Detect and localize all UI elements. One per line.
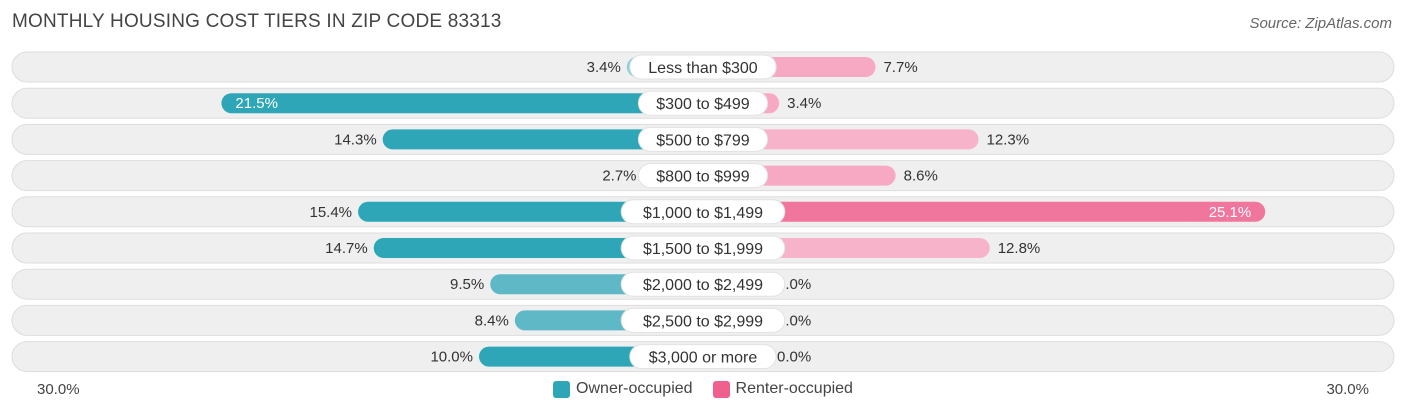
legend: Owner-occupied Renter-occupied <box>0 380 1406 398</box>
category-pill <box>620 307 786 333</box>
owner-bar <box>221 93 713 114</box>
owner-value-label: 14.3% <box>334 131 377 148</box>
category-pill <box>637 126 769 152</box>
renter-value-label: 8.6% <box>904 168 938 185</box>
renter-value-label: 7.7% <box>883 59 917 76</box>
renter-value-label: 12.3% <box>987 131 1030 148</box>
renter-value-label: 3.4% <box>787 95 821 112</box>
owner-value-label: 14.7% <box>325 240 368 257</box>
category-label: $300 to $499 <box>656 96 750 113</box>
category-label: $3,000 or more <box>649 350 758 367</box>
category-label: $800 to $999 <box>656 169 750 186</box>
legend-owner: Owner-occupied <box>553 380 693 398</box>
category-pill <box>629 54 777 80</box>
owner-value-label: 9.5% <box>450 276 484 293</box>
chart-title: MONTHLY HOUSING COST TIERS IN ZIP CODE 8… <box>12 11 502 32</box>
renter-value-label: 0.0% <box>777 349 811 366</box>
category-label: $2,500 to $2,999 <box>643 313 763 330</box>
legend-renter: Renter-occupied <box>712 380 853 398</box>
category-pill <box>629 344 777 370</box>
renter-bar <box>693 201 1266 222</box>
owner-value-label: 21.5% <box>235 95 278 112</box>
renter-value-label: 12.8% <box>998 240 1041 257</box>
owner-value-label: 3.4% <box>587 59 621 76</box>
category-pill <box>620 235 786 261</box>
category-label: $2,000 to $2,499 <box>643 277 763 294</box>
owner-bar <box>382 129 713 150</box>
chart-source: Source: ZipAtlas.com <box>1249 15 1392 32</box>
axis-left-label: 30.0% <box>37 381 80 398</box>
legend-renter-label: Renter-occupied <box>735 380 853 397</box>
category-pill <box>637 90 769 116</box>
owner-value-label: 8.4% <box>475 312 509 329</box>
legend-owner-swatch <box>553 380 571 398</box>
category-label: $1,000 to $1,499 <box>643 205 763 222</box>
category-pill <box>637 163 769 189</box>
owner-value-label: 10.0% <box>430 349 473 366</box>
renter-value-label: 0.0% <box>777 312 811 329</box>
category-label: $1,500 to $1,999 <box>643 241 763 258</box>
legend-owner-label: Owner-occupied <box>576 380 693 397</box>
owner-value-label: 15.4% <box>309 204 352 221</box>
owner-value-label: 2.7% <box>602 168 636 185</box>
axis-right-label: 30.0% <box>1326 381 1369 398</box>
renter-value-label: 0.0% <box>777 276 811 293</box>
legend-renter-swatch <box>712 380 730 398</box>
category-pill <box>620 199 786 225</box>
category-label: $500 to $799 <box>656 132 750 149</box>
category-label: Less than $300 <box>648 60 758 77</box>
category-pill <box>620 271 786 297</box>
renter-value-label: 25.1% <box>1209 204 1252 221</box>
